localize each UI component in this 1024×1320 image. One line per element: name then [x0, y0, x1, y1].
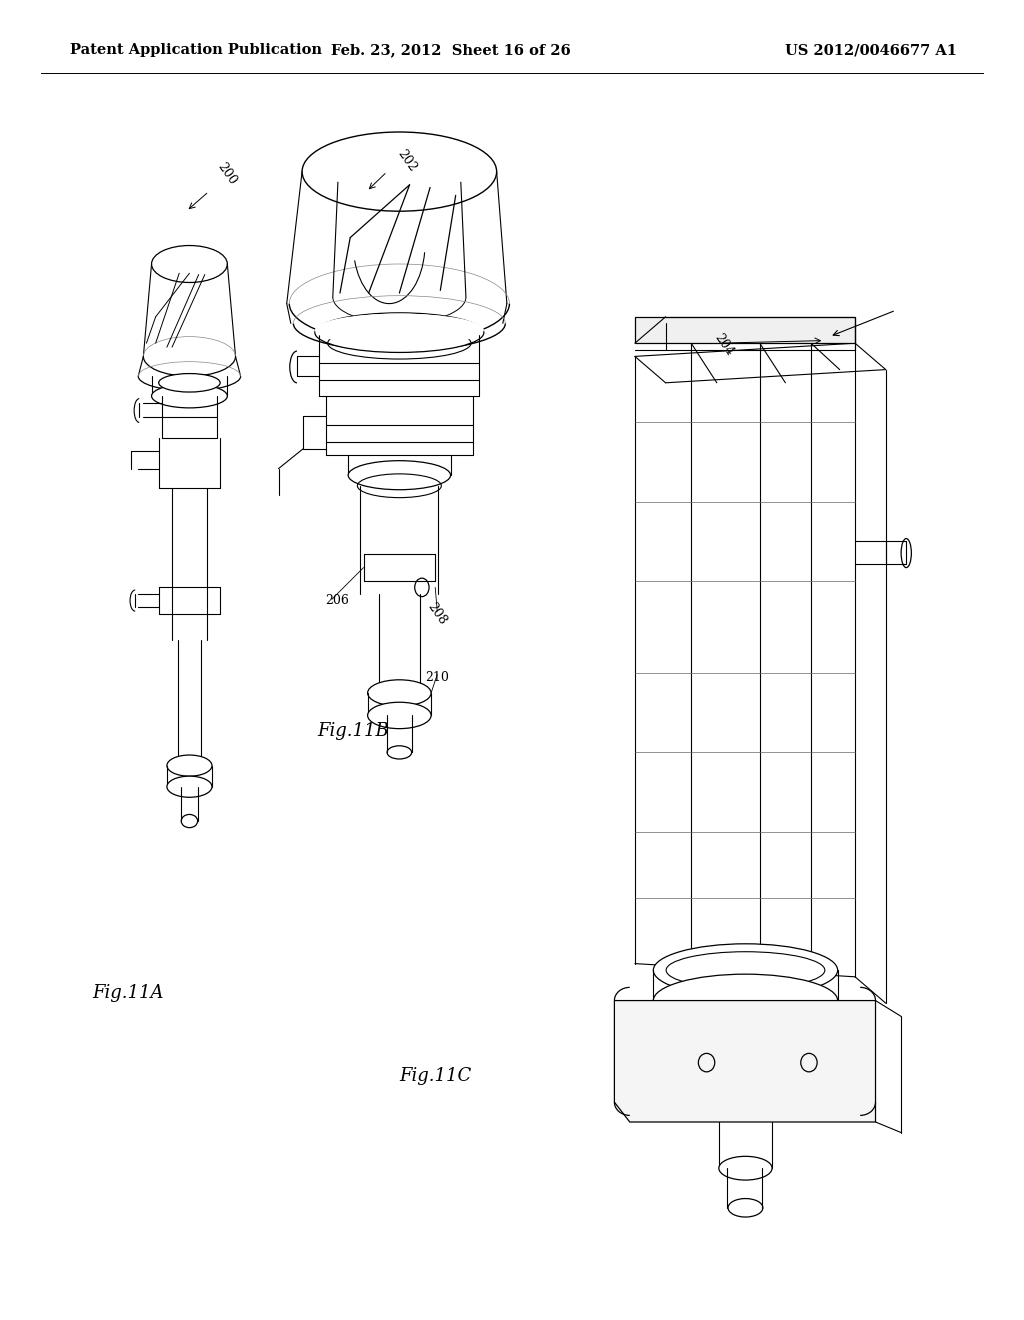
Ellipse shape — [348, 461, 451, 490]
Text: 204: 204 — [712, 331, 736, 358]
Text: 206: 206 — [326, 594, 349, 607]
Text: Fig.11C: Fig.11C — [399, 1067, 472, 1085]
Ellipse shape — [368, 680, 431, 706]
Ellipse shape — [167, 776, 212, 797]
Bar — [635, 317, 855, 343]
Ellipse shape — [167, 755, 212, 776]
Ellipse shape — [653, 944, 838, 997]
Text: Feb. 23, 2012  Sheet 16 of 26: Feb. 23, 2012 Sheet 16 of 26 — [331, 44, 570, 57]
Text: Patent Application Publication: Patent Application Publication — [70, 44, 322, 57]
Ellipse shape — [152, 384, 227, 408]
Text: 210: 210 — [425, 671, 449, 684]
Text: 200: 200 — [215, 161, 240, 187]
Ellipse shape — [719, 1156, 772, 1180]
Text: US 2012/0046677 A1: US 2012/0046677 A1 — [785, 44, 957, 57]
Text: Fig.11B: Fig.11B — [317, 722, 389, 741]
Polygon shape — [614, 1001, 876, 1122]
Text: Fig.11A: Fig.11A — [92, 983, 164, 1002]
Ellipse shape — [315, 314, 484, 346]
Ellipse shape — [368, 702, 431, 729]
Ellipse shape — [159, 374, 220, 392]
Ellipse shape — [653, 974, 838, 1027]
Text: 202: 202 — [394, 148, 419, 174]
Text: 208: 208 — [425, 601, 450, 627]
Ellipse shape — [315, 313, 484, 352]
